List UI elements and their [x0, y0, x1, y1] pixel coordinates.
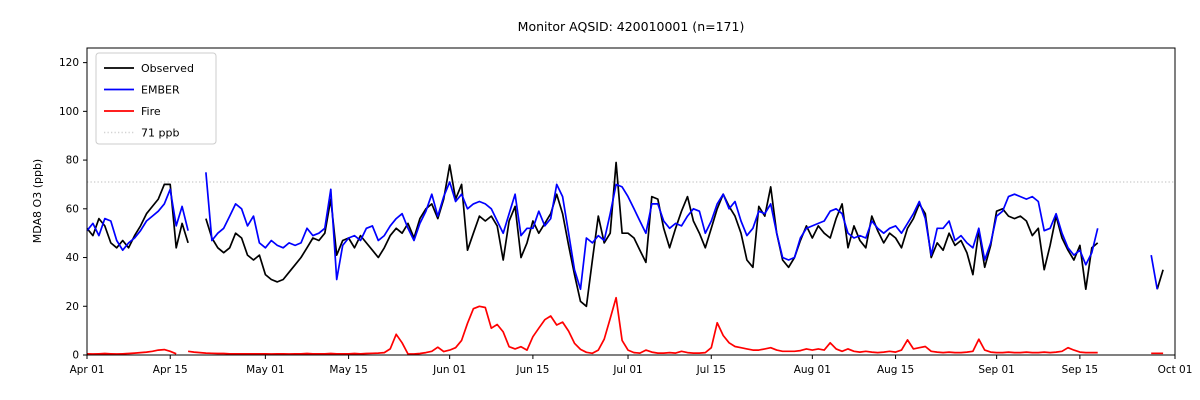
y-tick-label: 20	[66, 301, 79, 313]
x-tick-label: Apr 15	[153, 364, 188, 376]
y-tick-label: 60	[66, 203, 79, 215]
plot-border	[86, 47, 1176, 356]
legend-label-observed: Observed	[141, 62, 194, 75]
x-tick-label: Sep 01	[978, 364, 1015, 376]
x-tick-label: May 15	[329, 364, 367, 376]
y-tick-label: 0	[72, 350, 79, 362]
legend-box	[95, 52, 217, 145]
series-ember	[86, 172, 1159, 291]
legend-label-fire: Fire	[141, 105, 161, 118]
y-tick-label: 100	[59, 106, 79, 118]
x-tick-label: Sep 15	[1062, 364, 1099, 376]
x-tick-label: May 01	[246, 364, 284, 376]
chart-title: Monitor AQSID: 420010001 (n=171)	[517, 19, 745, 34]
y-tick-label: 80	[66, 155, 79, 167]
x-tick-label: Jul 01	[612, 364, 642, 376]
x-tick-label: Apr 01	[70, 364, 105, 376]
x-tick-label: Aug 15	[877, 364, 914, 376]
x-tick-label: Aug 01	[794, 364, 831, 376]
x-tick-label: Jun 01	[432, 364, 466, 376]
legend-label-ember: EMBER	[141, 84, 180, 97]
y-tick-label: 40	[66, 252, 79, 264]
x-tick-label: Jul 15	[696, 364, 726, 376]
x-tick-label: Oct 01	[1158, 364, 1193, 376]
x-tick-label: Jun 15	[515, 364, 549, 376]
legend-label-71-ppb: 71 ppb	[141, 127, 179, 140]
series-fire	[86, 296, 1164, 355]
y-tick-label: 120	[59, 57, 79, 69]
